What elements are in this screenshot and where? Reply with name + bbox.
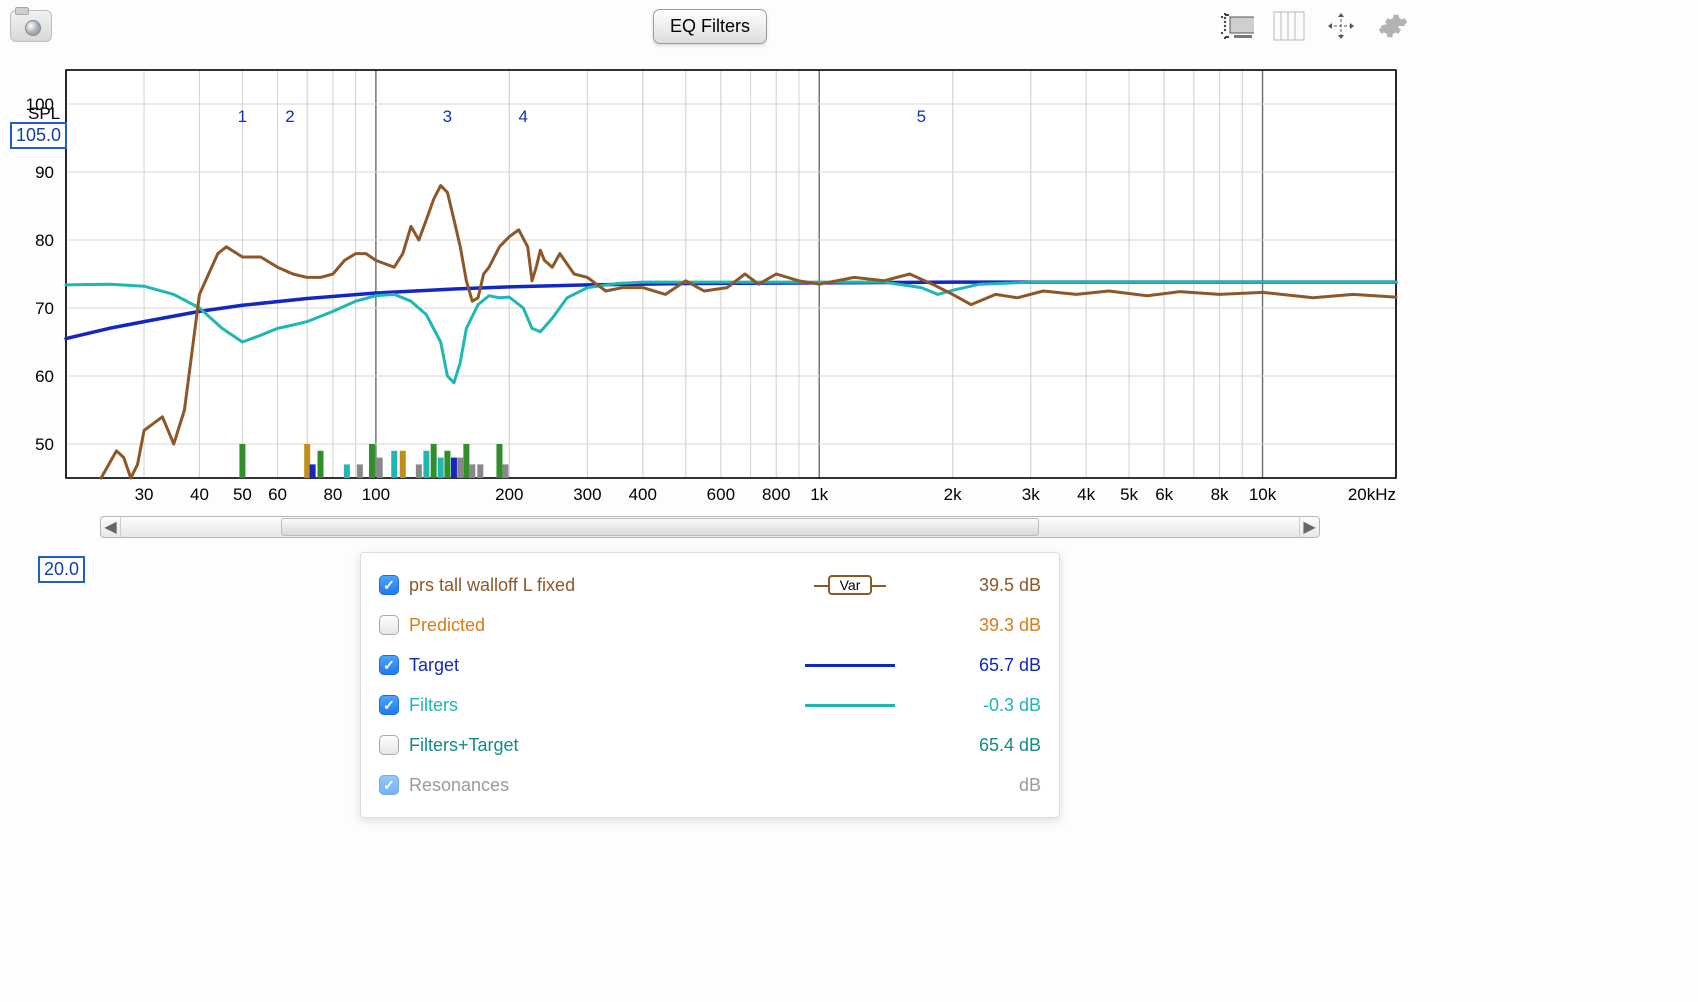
svg-text:50: 50 <box>233 485 252 504</box>
capture-region-icon[interactable] <box>1220 9 1254 43</box>
svg-text:800: 800 <box>762 485 790 504</box>
svg-text:300: 300 <box>573 485 601 504</box>
legend-swatch-meas: Var <box>805 575 895 595</box>
axes-extent-icon[interactable] <box>1324 9 1358 43</box>
svg-text:30: 30 <box>135 485 154 504</box>
svg-text:600: 600 <box>707 485 735 504</box>
svg-text:20kHz: 20kHz <box>1348 485 1396 504</box>
legend-label-pred: Predicted <box>409 615 485 636</box>
svg-text:6k: 6k <box>1155 485 1173 504</box>
legend-row-pred: Predicted 39.3 dB <box>379 605 1041 645</box>
svg-text:80: 80 <box>35 231 54 250</box>
svg-text:100: 100 <box>362 485 390 504</box>
svg-text:60: 60 <box>35 367 54 386</box>
svg-text:200: 200 <box>495 485 523 504</box>
svg-text:40: 40 <box>190 485 209 504</box>
svg-text:1k: 1k <box>810 485 828 504</box>
chart-area: SPL 105.0 30 40 50 60 80 100 200 300 400 600 800 1k… <box>0 52 1420 512</box>
svg-text:4k: 4k <box>1077 485 1095 504</box>
svg-text:60: 60 <box>268 485 287 504</box>
svg-text:2k: 2k <box>944 485 962 504</box>
scroll-thumb[interactable] <box>281 518 1039 536</box>
svg-text:10k: 10k <box>1249 485 1277 504</box>
legend-checkbox-targ[interactable] <box>379 655 399 675</box>
x-scrollbar[interactable]: ◀ ▶ <box>100 516 1320 538</box>
svg-text:3k: 3k <box>1022 485 1040 504</box>
legend-panel: prs tall walloff L fixed Var 39.5 dB Predic… <box>360 552 1060 818</box>
screenshot-button[interactable] <box>10 10 52 42</box>
legend-row-res: Resonances dB <box>379 765 1041 805</box>
eq-filters-button[interactable]: EQ Filters <box>653 9 767 44</box>
toolbar: EQ Filters <box>0 0 1420 52</box>
chart-svg[interactable]: 30 40 50 60 80 100 200 300 400 600 800 1k 2k 3k 4k 5k 6k… <box>6 52 1414 512</box>
legend-checkbox-pred[interactable] <box>379 615 399 635</box>
svg-text:8k: 8k <box>1211 485 1229 504</box>
scroll-track[interactable] <box>121 517 1299 537</box>
legend-checkbox-res[interactable] <box>379 775 399 795</box>
legend-value-res: dB <box>911 775 1041 796</box>
legend-value-ft: 65.4 dB <box>911 735 1041 756</box>
svg-text:400: 400 <box>629 485 657 504</box>
legend-value-filt: -0.3 dB <box>911 695 1041 716</box>
legend-label-targ: Target <box>409 655 459 676</box>
legend-checkbox-meas[interactable] <box>379 575 399 595</box>
svg-text:5k: 5k <box>1120 485 1138 504</box>
legend-label-res: Resonances <box>409 775 509 796</box>
y-axis-title: SPL <box>28 104 60 124</box>
legend-checkbox-filt[interactable] <box>379 695 399 715</box>
legend-row-filt: Filters -0.3 dB <box>379 685 1041 725</box>
svg-text:70: 70 <box>35 299 54 318</box>
settings-gear-icon[interactable] <box>1376 9 1410 43</box>
legend-swatch-filt <box>805 704 895 707</box>
legend-value-meas: 39.5 dB <box>911 575 1041 596</box>
legend-row-meas: prs tall walloff L fixed Var 39.5 dB <box>379 565 1041 605</box>
x-cursor-value[interactable]: 20.0 <box>38 556 85 583</box>
legend-row-targ: Target 65.7 dB <box>379 645 1041 685</box>
legend-label-filt: Filters <box>409 695 458 716</box>
legend-checkbox-ft[interactable] <box>379 735 399 755</box>
grid-columns-icon[interactable] <box>1272 9 1306 43</box>
svg-text:50: 50 <box>35 435 54 454</box>
svg-text:80: 80 <box>323 485 342 504</box>
scroll-right-button[interactable]: ▶ <box>1299 517 1319 537</box>
legend-value-pred: 39.3 dB <box>911 615 1041 636</box>
legend-value-targ: 65.7 dB <box>911 655 1041 676</box>
legend-swatch-targ <box>805 664 895 667</box>
legend-label-ft: Filters+Target <box>409 735 519 756</box>
y-cursor-value[interactable]: 105.0 <box>10 122 67 149</box>
scroll-left-button[interactable]: ◀ <box>101 517 121 537</box>
svg-text:90: 90 <box>35 163 54 182</box>
legend-label-meas: prs tall walloff L fixed <box>409 575 575 596</box>
legend-row-ft: Filters+Target 65.4 dB <box>379 725 1041 765</box>
